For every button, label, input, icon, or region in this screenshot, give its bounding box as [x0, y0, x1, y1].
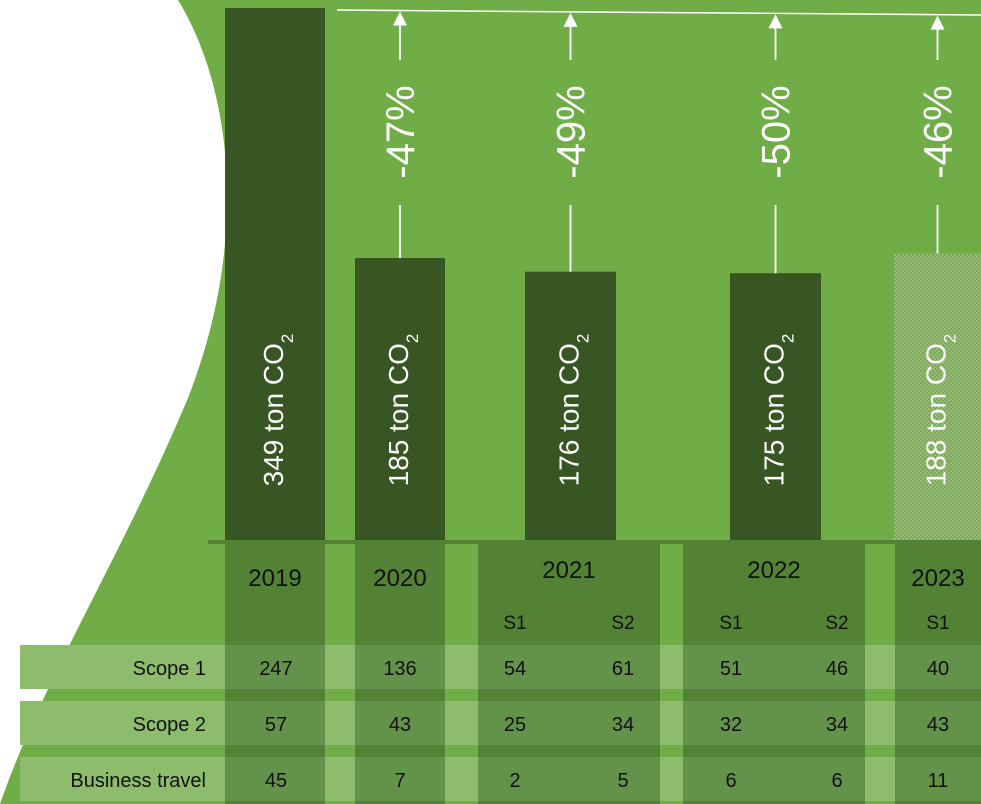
- semester-label: S1: [926, 613, 949, 634]
- year-label-2022: 2022: [747, 557, 800, 584]
- year-label-2023: 2023: [911, 565, 964, 592]
- arrow-up-icon: [563, 12, 578, 27]
- table-cell-bg: [683, 757, 865, 801]
- table-cell-value: 43: [389, 714, 411, 736]
- table-cell-bg: [478, 757, 660, 801]
- table-cell-bg: [225, 645, 325, 689]
- year-label-2020: 2020: [373, 565, 426, 592]
- table-cell-value: 43: [927, 714, 949, 736]
- table-cell-value: 7: [394, 770, 405, 792]
- table-cell-bg: [355, 757, 445, 801]
- semester-label: S1: [719, 613, 742, 634]
- table-cell-bg: [895, 645, 981, 689]
- bar-2022: [730, 273, 821, 540]
- table-cell-value: 61: [612, 658, 634, 680]
- table-cell-value: 54: [504, 658, 526, 680]
- table-cell-value: 136: [383, 658, 416, 680]
- table-cell-value: 247: [259, 658, 292, 680]
- row-label: Scope 1: [133, 658, 206, 680]
- reduction-percentage-label: -46%: [917, 85, 961, 178]
- bar-2019: [225, 8, 325, 540]
- table-cell-value: 34: [612, 714, 634, 736]
- table-cell-value: 2: [509, 770, 520, 792]
- semester-label: S2: [611, 613, 634, 634]
- table-cell-bg: [895, 757, 981, 801]
- year-label-2019: 2019: [248, 565, 301, 592]
- year-label-2021: 2021: [542, 557, 595, 584]
- table-cell-value: 40: [927, 658, 949, 680]
- table-cell-value: 11: [928, 770, 949, 792]
- bar-2020: [355, 257, 445, 540]
- table-cell-value: 51: [720, 658, 742, 680]
- table-cell-bg: [355, 701, 445, 745]
- table-cell-value: 5: [617, 770, 628, 792]
- table-cell-value: 57: [265, 714, 287, 736]
- bar-2021: [525, 271, 616, 540]
- semester-label: S2: [825, 613, 848, 634]
- table-cell-bg: [895, 701, 981, 745]
- semester-label: S1: [503, 613, 526, 634]
- reduction-percentage-label: -47%: [379, 85, 423, 178]
- table-cell-value: 25: [504, 714, 526, 736]
- table-cell-bg: [478, 645, 660, 689]
- table-cell-bg: [225, 701, 325, 745]
- row-label: Scope 2: [133, 714, 206, 736]
- reduction-percentage-label: -49%: [550, 85, 594, 178]
- arrow-up-icon: [393, 11, 407, 26]
- table-cell-bg: [478, 701, 660, 745]
- arrow-up-icon: [768, 14, 783, 29]
- table-cell-bg: [225, 757, 325, 801]
- table-cell-bg: [683, 701, 865, 745]
- reduction-percentage-label: -50%: [755, 85, 799, 178]
- table-cell-value: 34: [826, 714, 848, 736]
- bar-2023: [894, 253, 981, 540]
- table-cell-bg: [355, 645, 445, 689]
- arrow-up-icon: [930, 15, 945, 30]
- baseline-2019-line: [336, 9, 981, 16]
- table-cell-value: 6: [725, 770, 736, 792]
- table-cell-bg: [683, 645, 865, 689]
- row-label: Business travel: [70, 770, 206, 792]
- table-cell-value: 32: [720, 714, 742, 736]
- table-cell-value: 46: [826, 658, 848, 680]
- table-cell-value: 45: [265, 770, 287, 792]
- table-cell-value: 6: [831, 770, 842, 792]
